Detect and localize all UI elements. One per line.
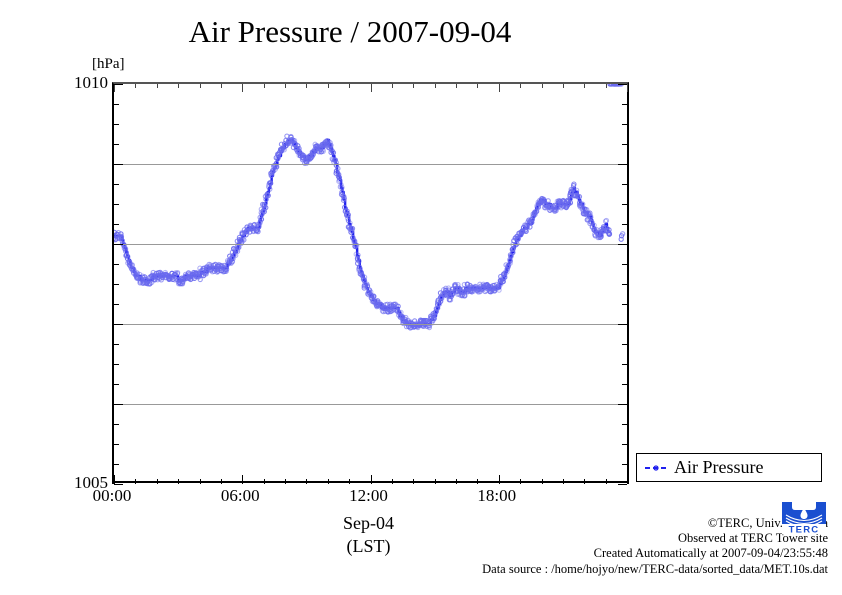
legend-label: Air Pressure — [674, 457, 764, 477]
terc-logo: TERC — [782, 502, 826, 534]
y-axis-tick-labels: 1010 1005 — [0, 0, 108, 595]
x-tick-label-1: 06:00 — [220, 486, 260, 505]
footer-copyright: ©TERC, Univ. Tsukuba — [707, 516, 828, 530]
plot-area — [112, 82, 629, 485]
x-tick-top-24 — [627, 84, 628, 92]
x-tick-label-3: 18:00 — [477, 486, 517, 505]
y-tick-right-1005 — [618, 484, 627, 485]
x-axis-caption-timezone: (LST) — [346, 536, 391, 556]
x-axis-line — [112, 481, 629, 483]
x-tick-label-0: 00:00 — [92, 486, 132, 505]
legend-line-sample-icon — [645, 462, 667, 474]
x-axis-caption: Sep-04 (LST) — [112, 512, 625, 558]
gridline-1007 — [114, 324, 627, 325]
svg-text:TERC: TERC — [789, 525, 820, 535]
footer-data-source: Data source : /home/hojyo/new/TERC-data/… — [482, 561, 828, 576]
footer-credits: ©TERC, Univ. Tsukuba Observed at TERC To… — [328, 516, 828, 577]
legend[interactable]: Air Pressure — [636, 453, 822, 482]
x-tick-label-2: 12:00 — [349, 486, 388, 505]
gridline-1008 — [114, 244, 627, 245]
y-axis-unit-label: [hPa] — [92, 56, 125, 72]
series-line-air-pressure — [114, 138, 611, 326]
footer-created-timestamp: Created Automatically at 2007-09-04/23:5… — [593, 546, 828, 561]
terc-logo-text: TERC — [782, 524, 826, 534]
plot-inner — [114, 84, 627, 484]
gridline-1009 — [114, 164, 627, 165]
gridline-1006 — [114, 404, 627, 405]
series-air-pressure — [114, 84, 626, 331]
y-tick-1005 — [114, 484, 123, 485]
y-tick-label-max: 1010 — [74, 73, 108, 92]
y-tick-label-min: 1005 — [74, 473, 108, 492]
footer-observation-site: Observed at TERC Tower site — [677, 531, 828, 546]
series-markers-air-pressure — [114, 84, 626, 331]
chart-title: Air Pressure / 2007-09-04 — [188, 14, 512, 49]
x-axis-tick-labels: 00:00 06:00 12:00 18:00 — [93, 486, 625, 512]
x-axis-caption-date: Sep-04 — [343, 513, 394, 533]
